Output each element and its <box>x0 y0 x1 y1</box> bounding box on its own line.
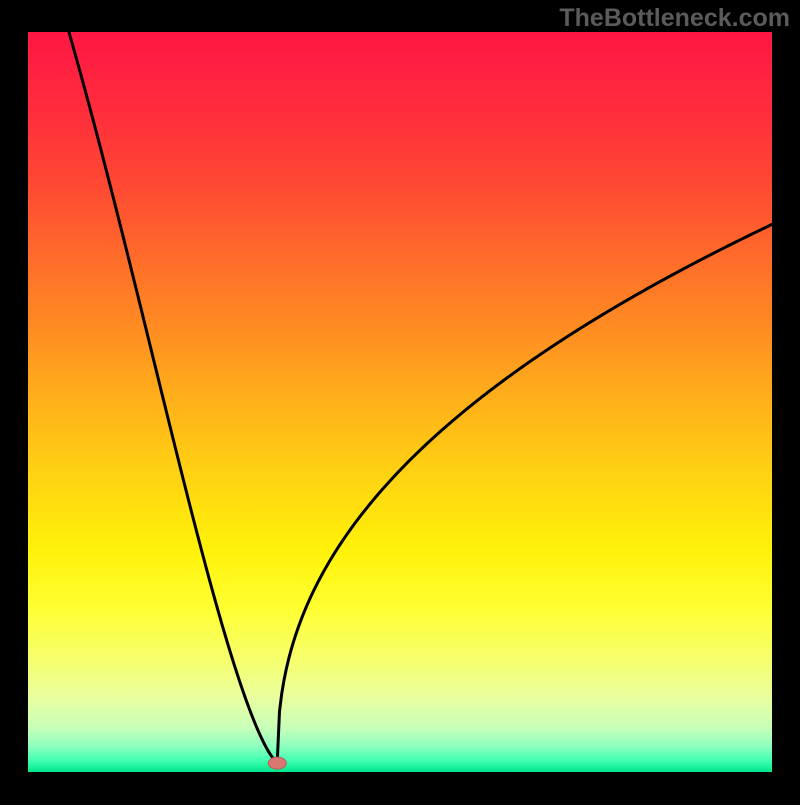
chart-svg <box>0 0 800 800</box>
bottleneck-marker <box>268 757 286 769</box>
watermark-text: TheBottleneck.com <box>559 4 790 33</box>
gradient-background <box>28 32 772 772</box>
bottleneck-chart <box>0 0 800 805</box>
